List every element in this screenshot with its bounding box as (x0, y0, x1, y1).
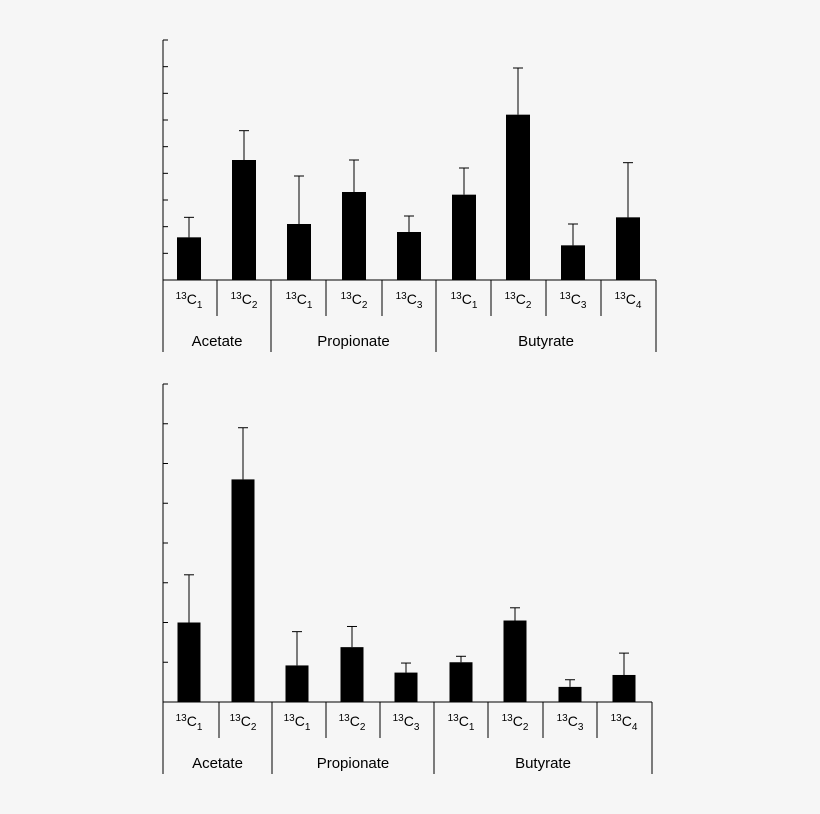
element-symbol: C (462, 291, 472, 307)
element-symbol: C (622, 713, 632, 729)
element-symbol: C (295, 713, 305, 729)
group-label: Butyrate (515, 755, 571, 772)
category-label: 13C2 (231, 291, 258, 311)
element-symbol: C (407, 291, 417, 307)
isotope-superscript: 13 (396, 291, 408, 302)
isotope-superscript: 13 (615, 291, 627, 302)
category-label: 13C2 (230, 713, 257, 733)
category-label: 13C1 (451, 291, 478, 311)
category-label: 13C3 (396, 291, 423, 311)
isotope-superscript: 13 (560, 291, 572, 302)
isotope-superscript: 13 (176, 713, 188, 724)
category-label: 13C2 (505, 291, 532, 311)
bar (394, 672, 418, 702)
element-symbol: C (187, 713, 197, 729)
group-label: Acetate (192, 755, 243, 772)
category-label: 13C2 (339, 713, 366, 733)
position-subscript: 2 (362, 300, 368, 311)
isotope-superscript: 13 (341, 291, 353, 302)
category-label: 13C1 (176, 291, 203, 311)
element-symbol: C (516, 291, 526, 307)
position-subscript: 2 (251, 722, 257, 733)
bar (287, 224, 311, 280)
element-symbol: C (568, 713, 578, 729)
element-symbol: C (571, 291, 581, 307)
position-subscript: 2 (252, 300, 258, 311)
position-subscript: 3 (414, 722, 420, 733)
category-label: 13C2 (341, 291, 368, 311)
element-symbol: C (404, 713, 414, 729)
group-label: Propionate (317, 333, 390, 350)
category-label: 13C4 (611, 713, 638, 733)
category-label: 13C3 (393, 713, 420, 733)
bar (177, 237, 201, 280)
isotope-superscript: 13 (451, 291, 463, 302)
position-subscript: 1 (305, 722, 311, 733)
position-subscript: 1 (472, 300, 478, 311)
bar (449, 662, 473, 702)
element-symbol: C (513, 713, 523, 729)
element-symbol: C (187, 291, 197, 307)
isotope-superscript: 13 (502, 713, 514, 724)
group-label: Propionate (317, 755, 390, 772)
element-symbol: C (459, 713, 469, 729)
isotope-superscript: 13 (611, 713, 623, 724)
position-subscript: 3 (578, 722, 584, 733)
position-subscript: 2 (360, 722, 366, 733)
bar (452, 194, 476, 280)
isotope-superscript: 13 (339, 713, 351, 724)
element-symbol: C (297, 291, 307, 307)
bar (506, 114, 530, 281)
isotope-superscript: 13 (448, 713, 460, 724)
isotope-superscript: 13 (230, 713, 242, 724)
position-subscript: 1 (197, 300, 203, 311)
bar (503, 620, 527, 702)
bar (616, 217, 640, 280)
category-label: 13C1 (448, 713, 475, 733)
element-symbol: C (626, 291, 636, 307)
position-subscript: 1 (469, 722, 475, 733)
chart-panel-bottom: 13C113C2Acetate13C113C213C3Propionate13C… (162, 383, 653, 774)
element-symbol: C (242, 291, 252, 307)
position-subscript: 3 (417, 300, 423, 311)
position-subscript: 4 (636, 300, 642, 311)
category-label: 13C4 (615, 291, 642, 311)
position-subscript: 1 (307, 300, 313, 311)
bar (558, 686, 582, 702)
position-subscript: 3 (581, 300, 587, 311)
category-label: 13C3 (560, 291, 587, 311)
category-label: 13C3 (557, 713, 584, 733)
isotope-superscript: 13 (231, 291, 243, 302)
bar (285, 665, 309, 702)
isotope-superscript: 13 (286, 291, 298, 302)
bar (397, 232, 421, 280)
category-label: 13C1 (176, 713, 203, 733)
bar (232, 160, 256, 280)
category-label: 13C1 (286, 291, 313, 311)
bar (177, 622, 201, 702)
isotope-superscript: 13 (176, 291, 188, 302)
bar (231, 479, 255, 702)
position-subscript: 2 (526, 300, 532, 311)
position-subscript: 2 (523, 722, 529, 733)
group-label: Butyrate (518, 333, 574, 350)
position-subscript: 4 (632, 722, 638, 733)
isotope-superscript: 13 (505, 291, 517, 302)
bar (561, 245, 585, 280)
bar (342, 192, 366, 280)
isotope-superscript: 13 (393, 713, 405, 724)
bar (612, 674, 636, 702)
category-label: 13C2 (502, 713, 529, 733)
element-symbol: C (352, 291, 362, 307)
category-label: 13C1 (284, 713, 311, 733)
isotope-superscript: 13 (557, 713, 569, 724)
isotope-superscript: 13 (284, 713, 296, 724)
element-symbol: C (241, 713, 251, 729)
chart-panel-top: 13C113C2Acetate13C113C213C3Propionate13C… (162, 39, 657, 352)
group-label: Acetate (192, 333, 243, 350)
position-subscript: 1 (197, 722, 203, 733)
bar (340, 647, 364, 702)
element-symbol: C (350, 713, 360, 729)
